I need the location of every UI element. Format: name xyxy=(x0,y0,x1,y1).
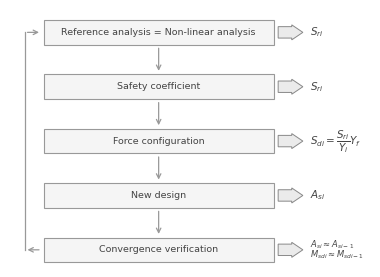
FancyBboxPatch shape xyxy=(44,129,274,153)
Text: $S_{ri}$: $S_{ri}$ xyxy=(310,80,323,94)
Polygon shape xyxy=(278,79,303,94)
Polygon shape xyxy=(278,188,303,203)
Text: $S_{di} = \dfrac{S_{ri}}{Y_i} Y_f$: $S_{di} = \dfrac{S_{ri}}{Y_i} Y_f$ xyxy=(310,128,361,155)
Polygon shape xyxy=(278,134,303,148)
Polygon shape xyxy=(278,242,303,257)
FancyBboxPatch shape xyxy=(44,75,274,99)
FancyBboxPatch shape xyxy=(44,183,274,208)
Text: $A_{si} \approx A_{si-1}$: $A_{si} \approx A_{si-1}$ xyxy=(310,239,354,252)
Text: New design: New design xyxy=(131,191,186,200)
FancyBboxPatch shape xyxy=(44,20,274,45)
Text: Force configuration: Force configuration xyxy=(113,137,204,146)
Polygon shape xyxy=(278,25,303,40)
Text: $A_{si}$: $A_{si}$ xyxy=(310,189,325,202)
Text: $M_{sdi} \approx M_{sdi-1}$: $M_{sdi} \approx M_{sdi-1}$ xyxy=(310,248,364,261)
Text: Safety coefficient: Safety coefficient xyxy=(117,82,200,91)
Text: Convergence verification: Convergence verification xyxy=(99,245,218,254)
FancyBboxPatch shape xyxy=(44,237,274,262)
Text: $S_{ri}$: $S_{ri}$ xyxy=(310,25,323,39)
Text: Reference analysis = Non-linear analysis: Reference analysis = Non-linear analysis xyxy=(62,28,256,37)
